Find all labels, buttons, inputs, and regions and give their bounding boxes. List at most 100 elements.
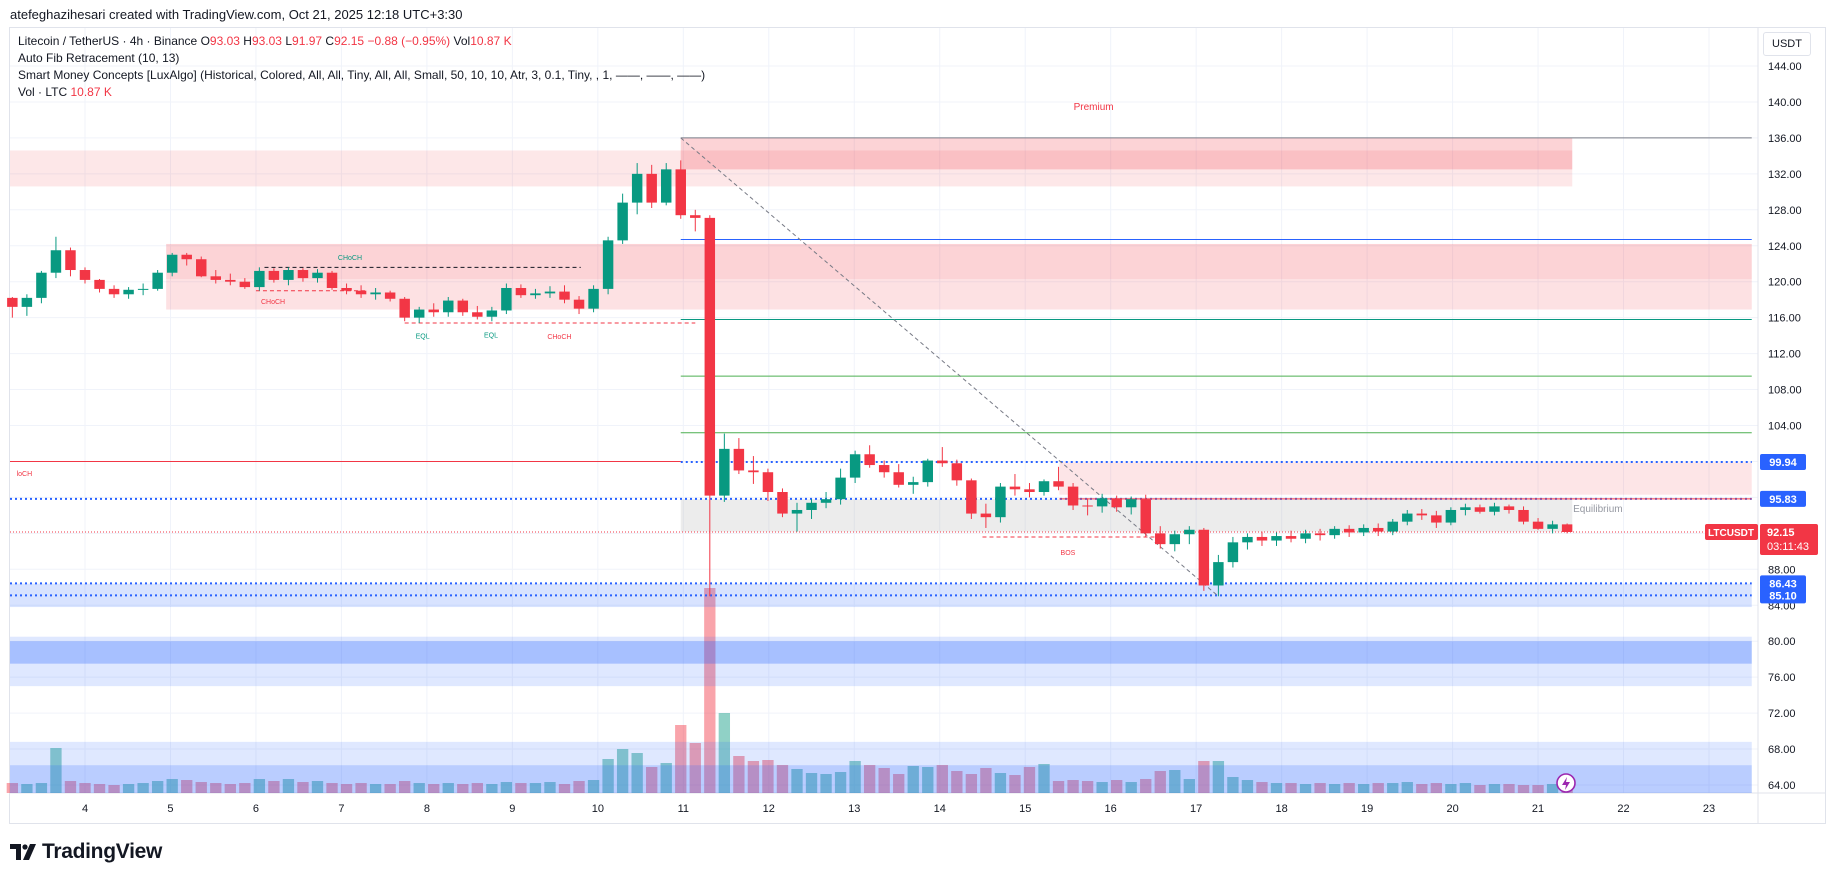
- legend-indicator-smc[interactable]: Smart Money Concepts [LuxAlgo] (Historic…: [18, 68, 706, 82]
- candle-body: [1561, 524, 1573, 533]
- candle-body: [835, 477, 846, 500]
- candle-body: [675, 169, 686, 216]
- volume-bar: [747, 761, 760, 793]
- volume-bar: [1023, 767, 1036, 793]
- event-marker[interactable]: [1556, 773, 1576, 793]
- x-tick-label: 10: [592, 803, 604, 815]
- x-tick-label: 4: [82, 803, 88, 815]
- candle-body: [501, 287, 512, 311]
- x-tick-label: 18: [1276, 803, 1288, 815]
- candle-body: [283, 270, 294, 280]
- candle-body: [1358, 527, 1369, 533]
- y-tick-label: 72.00: [1768, 708, 1796, 720]
- supply-zone: [166, 243, 1752, 310]
- volume-bar: [1038, 764, 1050, 793]
- candle-body: [864, 454, 875, 466]
- currency-button[interactable]: USDT: [1763, 32, 1811, 56]
- volume-bar: [64, 781, 77, 793]
- x-tick-label: 6: [253, 803, 259, 815]
- choch-label-1: CHoCH: [338, 255, 362, 262]
- volume-bar: [355, 783, 367, 793]
- candle-body: [384, 292, 396, 299]
- volume-bar: [1416, 784, 1428, 793]
- discount-zone: [10, 641, 1752, 664]
- candle-body: [1213, 562, 1224, 586]
- candle-body: [1329, 528, 1340, 536]
- candle-body: [1125, 499, 1137, 508]
- volume-bar: [1343, 783, 1355, 793]
- tradingview-logo-icon: [10, 844, 36, 860]
- volume-bar: [151, 781, 164, 793]
- volume-bar: [544, 782, 556, 793]
- candle-body: [588, 288, 599, 309]
- volume-bar: [805, 773, 818, 793]
- volume-bar: [515, 783, 527, 793]
- legend-indicator-fib[interactable]: Auto Fib Retracement (10, 13): [18, 51, 180, 65]
- candle-body: [908, 482, 919, 485]
- candle-body: [719, 448, 730, 496]
- y-tick-label: 104.00: [1768, 421, 1802, 433]
- x-tick-label: 19: [1361, 803, 1373, 815]
- x-tick-label: 17: [1190, 803, 1202, 815]
- candle-body: [1198, 529, 1210, 586]
- x-tick-label: 11: [678, 803, 689, 815]
- y-tick-label: 80.00: [1768, 636, 1796, 648]
- candle-body: [573, 299, 585, 309]
- premium-zone: [680, 137, 1573, 170]
- last-price-box-bg: [1760, 524, 1818, 556]
- x-tick-label: 13: [848, 803, 860, 815]
- candle-body: [312, 272, 323, 279]
- discount-zone-bottom: [10, 741, 1752, 793]
- y-tick-label: 76.00: [1768, 672, 1796, 684]
- candle-body: [1489, 506, 1500, 512]
- candle-body: [1111, 498, 1122, 508]
- volume-bar: [1387, 783, 1399, 793]
- resistance-zone: [1059, 462, 1752, 495]
- candle-body: [123, 289, 134, 295]
- volume-bar: [166, 779, 178, 793]
- volume-bar: [1154, 771, 1166, 793]
- legend-ohlc-row[interactable]: Litecoin / TetherUS · 4h · Binance O93.0…: [18, 33, 705, 50]
- volume-bar: [922, 767, 934, 793]
- candle-body: [1227, 542, 1239, 563]
- y-tick-label: 136.00: [1768, 133, 1802, 145]
- volume-bar: [762, 760, 774, 793]
- candle-body: [341, 287, 352, 291]
- candle-body: [1285, 536, 1297, 539]
- volume-bar: [1241, 780, 1254, 793]
- x-tick-label: 7: [338, 803, 344, 815]
- candle-body: [951, 463, 963, 481]
- last-price-countdown: 03:11:43: [1767, 541, 1809, 553]
- volume-bar: [980, 768, 992, 793]
- y-tick-label: 124.00: [1768, 241, 1802, 253]
- volume-bar: [776, 765, 789, 793]
- volume-bars: [6, 588, 1573, 793]
- x-tick-label: 15: [1019, 803, 1031, 815]
- premium-zone-top: [10, 150, 1573, 187]
- legend-symbol[interactable]: Litecoin / TetherUS · 4h · Binance: [18, 34, 198, 48]
- bos-label: BOS: [1061, 550, 1076, 557]
- volume-bar: [1314, 783, 1326, 793]
- eql-label-2: EQL: [484, 332, 498, 339]
- volume-bar: [297, 782, 309, 793]
- candle-body: [413, 309, 425, 318]
- eql-label-1: EQL: [416, 333, 430, 340]
- candle-body: [1184, 529, 1195, 535]
- chart-frame[interactable]: [9, 27, 1826, 824]
- volume-bar: [616, 749, 629, 793]
- volume-bar: [457, 784, 469, 793]
- volume-bar: [1328, 784, 1341, 793]
- legend-indicator-volume[interactable]: Vol · LTC 10.87 K: [18, 84, 705, 101]
- candle-body: [1067, 486, 1079, 506]
- x-tick-label: 14: [934, 803, 946, 815]
- x-tick-label: 12: [763, 803, 775, 815]
- candle-body: [937, 460, 948, 464]
- volume-bar: [50, 748, 62, 793]
- volume-bar: [471, 783, 483, 793]
- candle-body: [443, 300, 454, 313]
- candle-body: [1155, 533, 1166, 545]
- volume-bar: [108, 785, 120, 793]
- candle-body: [690, 215, 701, 218]
